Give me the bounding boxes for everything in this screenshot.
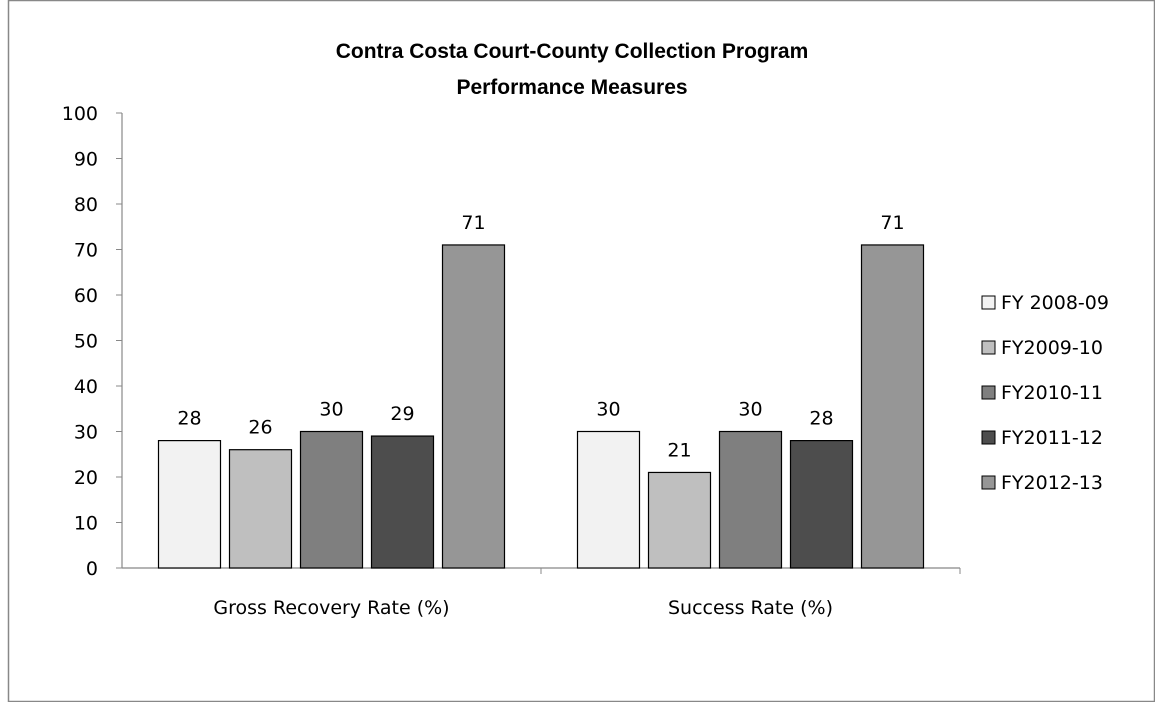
y-tick-label: 10 bbox=[74, 513, 98, 535]
y-tick-label: 30 bbox=[74, 422, 98, 444]
category-label: Gross Recovery Rate (%) bbox=[213, 597, 449, 619]
bar bbox=[860, 244, 925, 569]
bar-data-label: 26 bbox=[248, 417, 272, 439]
legend-label: FY2011-12 bbox=[1001, 427, 1103, 449]
y-tick-label: 70 bbox=[74, 240, 98, 262]
y-tick-label: 40 bbox=[74, 376, 98, 398]
legend: FY 2008-09 FY2009-10 FY2010-11 FY2011-12 FY2… bbox=[981, 292, 1109, 494]
bar-data-label: 28 bbox=[809, 408, 833, 430]
bar bbox=[228, 449, 293, 569]
y-tick-label: 80 bbox=[74, 194, 98, 216]
bar bbox=[441, 244, 506, 569]
bar-data-label: 21 bbox=[667, 439, 691, 461]
bar bbox=[157, 440, 222, 569]
legend-label: FY2009-10 bbox=[1001, 337, 1103, 359]
bars bbox=[157, 244, 925, 569]
legend-swatch bbox=[981, 475, 996, 490]
chart-border bbox=[7, 0, 1155, 702]
y-tick-label: 50 bbox=[74, 331, 98, 353]
bar bbox=[370, 435, 435, 569]
y-tick-label: 100 bbox=[62, 103, 98, 125]
chart-title-line-2: Performance Measures bbox=[456, 76, 687, 99]
legend-swatch bbox=[981, 295, 996, 310]
bar-data-label: 30 bbox=[738, 399, 762, 421]
legend-label: FY 2008-09 bbox=[1001, 292, 1109, 314]
legend-label: FY2012-13 bbox=[1001, 472, 1103, 494]
category-label: Success Rate (%) bbox=[668, 597, 833, 619]
y-tick-label: 90 bbox=[74, 149, 98, 171]
bar bbox=[576, 430, 641, 569]
bar-data-label: 28 bbox=[177, 408, 201, 430]
bar bbox=[299, 430, 364, 569]
legend-swatch bbox=[981, 430, 996, 445]
data-labels: 28 26 30 29 71 30 21 30 28 71 bbox=[177, 212, 904, 462]
bar-data-label: 30 bbox=[319, 399, 343, 421]
bar bbox=[647, 471, 712, 569]
legend-label: FY2010-11 bbox=[1001, 382, 1103, 404]
y-tick-label: 20 bbox=[74, 467, 98, 489]
legend-swatch bbox=[981, 385, 996, 400]
bar-data-label: 71 bbox=[461, 212, 485, 234]
bar-data-label: 29 bbox=[390, 403, 414, 425]
bar-data-label: 30 bbox=[596, 399, 620, 421]
legend-swatch bbox=[981, 340, 996, 355]
bar-data-label: 71 bbox=[880, 212, 904, 234]
y-tick-label: 0 bbox=[86, 558, 98, 580]
bar bbox=[718, 430, 783, 569]
y-tick-label: 60 bbox=[74, 285, 98, 307]
bar bbox=[789, 440, 854, 569]
chart-title-line-1: Contra Costa Court-County Collection Pro… bbox=[336, 40, 809, 63]
